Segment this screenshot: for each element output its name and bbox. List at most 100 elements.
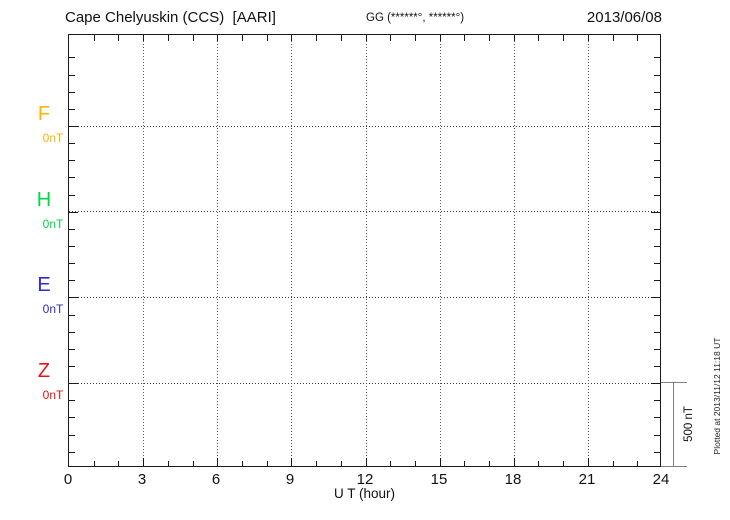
minor-tick-right [654,177,660,178]
hour-tick-top [613,35,614,41]
minor-tick-left [69,177,75,178]
minor-tick-right [654,229,660,230]
hour-tick-bottom-minor [390,461,391,466]
hour-gridline-12 [366,35,367,466]
minor-tick-left [69,195,75,196]
hour-tick-top [217,35,218,41]
hour-tick-bottom-major [514,458,515,466]
hour-tick-bottom-minor [242,461,243,466]
hour-tick-bottom-major [588,458,589,466]
hour-tick-top [514,35,515,41]
hour-tick-bottom-major [143,458,144,466]
baseline-gridline-Z [69,383,660,384]
hour-tick-top [538,35,539,41]
scale-bar-top-line [661,382,687,383]
hour-tick-top [563,35,564,41]
minor-tick-left [69,263,75,264]
minor-tick-left [69,143,75,144]
hour-tick-top [341,35,342,41]
x-tick-label-9: 9 [285,471,295,488]
channel-baseline-value-F: 0nT [42,131,64,145]
hour-tick-bottom-minor [193,461,194,466]
hour-tick-bottom-minor [637,461,638,466]
minor-tick-left [69,315,75,316]
geographic-coordinates: GG (******°, ******°) [366,12,465,24]
minor-tick-left [69,160,75,161]
hour-gridline-3 [143,35,144,466]
station-title: Cape Chelyuskin (CCS) [AARI] [65,9,276,26]
major-tick-right [651,297,660,298]
minor-tick-left [69,92,75,93]
x-tick-label-18: 18 [504,471,522,488]
hour-tick-bottom-major [366,458,367,466]
minor-tick-right [654,195,660,196]
hour-tick-bottom-major [291,458,292,466]
hour-tick-bottom-minor [94,461,95,466]
hour-tick-top [267,35,268,41]
hour-tick-bottom-major [440,458,441,466]
hour-tick-bottom-minor [267,461,268,466]
minor-tick-left [69,349,75,350]
minor-tick-right [654,366,660,367]
baseline-gridline-E [69,297,660,298]
channel-label-Z: Z [37,360,51,382]
minor-tick-right [654,57,660,58]
hour-tick-top [464,35,465,41]
axis-extension-line [661,466,687,467]
channel-label-E: E [37,274,51,296]
channel-label-F: F [37,103,51,125]
hour-tick-top [637,35,638,41]
major-tick-right [651,212,660,213]
hour-tick-top [390,35,391,41]
minor-tick-left [69,366,75,367]
hour-tick-top [440,35,441,41]
hour-tick-bottom-minor [415,461,416,466]
plot-area [68,34,661,467]
hour-tick-bottom-minor [563,461,564,466]
minor-tick-left [69,109,75,110]
hour-tick-bottom-minor [168,461,169,466]
baseline-gridline-H [69,211,660,212]
hour-tick-bottom-major [217,458,218,466]
hour-gridline-21 [588,35,589,466]
channel-baseline-value-H: 0nT [42,217,64,231]
minor-tick-left [69,229,75,230]
minor-tick-left [69,435,75,436]
minor-tick-right [654,109,660,110]
x-tick-label-21: 21 [578,471,596,488]
hour-tick-top [588,35,589,41]
hour-tick-bottom-minor [538,461,539,466]
minor-tick-left [69,417,75,418]
minor-tick-right [654,452,660,453]
minor-tick-right [654,143,660,144]
hour-tick-top [193,35,194,41]
minor-tick-right [654,280,660,281]
scale-bar-label: 500 nT [683,406,695,442]
channel-baseline-value-E: 0nT [42,302,64,316]
hour-tick-top [415,35,416,41]
x-tick-label-0: 0 [63,471,73,488]
minor-tick-right [654,92,660,93]
hour-tick-top [118,35,119,41]
minor-tick-right [654,246,660,247]
hour-tick-top [143,35,144,41]
hour-tick-top [489,35,490,41]
x-axis-title: U T (hour) [333,486,396,501]
hour-tick-bottom-minor [341,461,342,466]
minor-tick-right [654,400,660,401]
minor-tick-right [654,435,660,436]
major-tick-left [69,212,78,213]
x-tick-label-3: 3 [137,471,147,488]
channel-label-H: H [36,189,52,211]
major-tick-left [69,126,78,127]
hour-tick-top [316,35,317,41]
hour-tick-bottom-minor [489,461,490,466]
minor-tick-left [69,332,75,333]
major-tick-right [651,383,660,384]
major-tick-left [69,383,78,384]
minor-tick-left [69,246,75,247]
x-tick-label-24: 24 [652,471,670,488]
hour-tick-top [291,35,292,41]
hour-tick-bottom-minor [464,461,465,466]
